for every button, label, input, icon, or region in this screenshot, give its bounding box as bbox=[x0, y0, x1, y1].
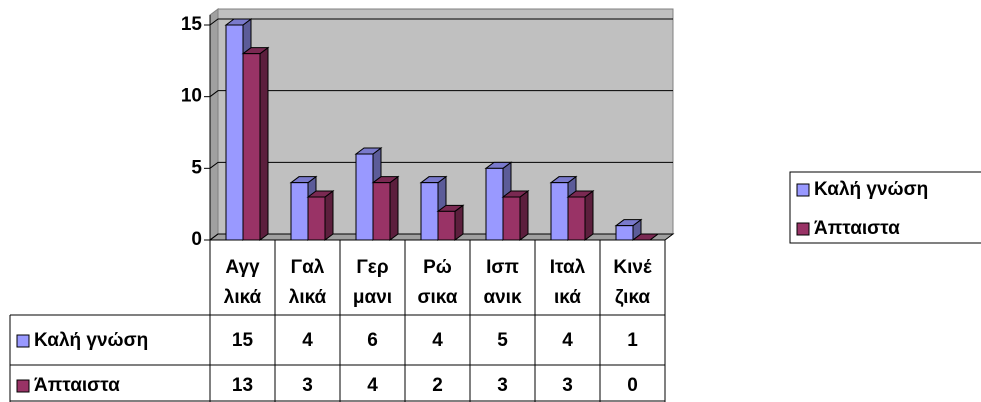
bar-side bbox=[584, 190, 594, 241]
y-tick-label: 10 bbox=[181, 86, 202, 107]
bar bbox=[614, 218, 643, 241]
grid-line bbox=[209, 161, 673, 169]
y-tick-label: 0 bbox=[191, 229, 202, 250]
x-tick-label: Ιταλ bbox=[550, 257, 586, 278]
legend-label: Καλή γνώση bbox=[814, 179, 928, 200]
bar-front bbox=[485, 167, 504, 241]
grid-line bbox=[209, 90, 673, 98]
table-cell: 0 bbox=[627, 375, 638, 396]
table-row-label: Καλή γνώση bbox=[34, 330, 148, 351]
table-cell: 15 bbox=[232, 330, 254, 351]
y-tick-label: 5 bbox=[191, 157, 202, 178]
bar-front bbox=[615, 225, 634, 241]
x-tick-label: σικα bbox=[418, 287, 458, 308]
bar-side bbox=[324, 190, 334, 241]
bar-top bbox=[631, 233, 660, 241]
legend-box bbox=[789, 171, 981, 244]
bar-front bbox=[437, 210, 456, 241]
bar bbox=[566, 190, 595, 241]
legend-label: Άπταιστα bbox=[814, 218, 900, 239]
table-cell: 13 bbox=[232, 375, 253, 396]
table-cell: 4 bbox=[432, 330, 443, 351]
y-tick-label: 15 bbox=[181, 14, 203, 35]
table-cell: 4 bbox=[367, 375, 378, 396]
legend-swatch bbox=[16, 379, 30, 393]
legend-swatch bbox=[796, 222, 810, 236]
bar-side bbox=[519, 190, 529, 241]
bar-front bbox=[502, 196, 521, 241]
bar-side bbox=[259, 46, 269, 241]
bar-front bbox=[290, 182, 309, 241]
bar-front bbox=[307, 196, 326, 241]
bar-front bbox=[372, 182, 391, 241]
x-tick-label: ανικ bbox=[483, 287, 522, 308]
bar bbox=[631, 233, 660, 241]
x-tick-label: Γερ bbox=[356, 257, 388, 278]
x-tick-label: μανι bbox=[353, 287, 392, 308]
legend-swatch bbox=[16, 334, 30, 348]
bar bbox=[371, 175, 400, 241]
x-tick-label: Κινέ bbox=[613, 257, 652, 278]
side-wall bbox=[209, 8, 219, 241]
table-cell: 5 bbox=[497, 330, 508, 351]
x-tick-label: Αγγ bbox=[225, 257, 260, 278]
grid-line bbox=[209, 18, 673, 26]
table-cell: 3 bbox=[497, 375, 508, 396]
x-tick-label: Ισπ bbox=[486, 257, 519, 278]
table-row-label: Άπταιστα bbox=[34, 375, 120, 396]
x-tick-label: λικά bbox=[289, 287, 327, 308]
bar bbox=[501, 190, 530, 241]
bar bbox=[436, 204, 465, 241]
x-tick-label: ζικα bbox=[615, 287, 651, 308]
table-cell: 1 bbox=[627, 330, 638, 351]
bar-front bbox=[355, 153, 374, 241]
bar bbox=[306, 190, 335, 241]
table-cell: 3 bbox=[302, 375, 313, 396]
table-cell: 2 bbox=[432, 375, 443, 396]
table-cell: 4 bbox=[562, 330, 573, 351]
table-cell: 4 bbox=[302, 330, 313, 351]
bar-front bbox=[242, 53, 261, 241]
bar-side bbox=[389, 175, 399, 241]
x-tick-label: λικά bbox=[224, 287, 262, 308]
bar-front bbox=[420, 182, 439, 241]
x-tick-label: ικά bbox=[554, 287, 581, 308]
bar-front bbox=[225, 24, 244, 241]
table-cell: 3 bbox=[562, 375, 573, 396]
bar bbox=[241, 46, 270, 241]
bar-front bbox=[550, 182, 569, 241]
legend-swatch bbox=[796, 183, 810, 197]
table-cell: 6 bbox=[367, 330, 378, 351]
bar-front bbox=[567, 196, 586, 241]
x-tick-label: Ρώ bbox=[423, 257, 452, 278]
x-tick-label: Γαλ bbox=[291, 257, 325, 278]
